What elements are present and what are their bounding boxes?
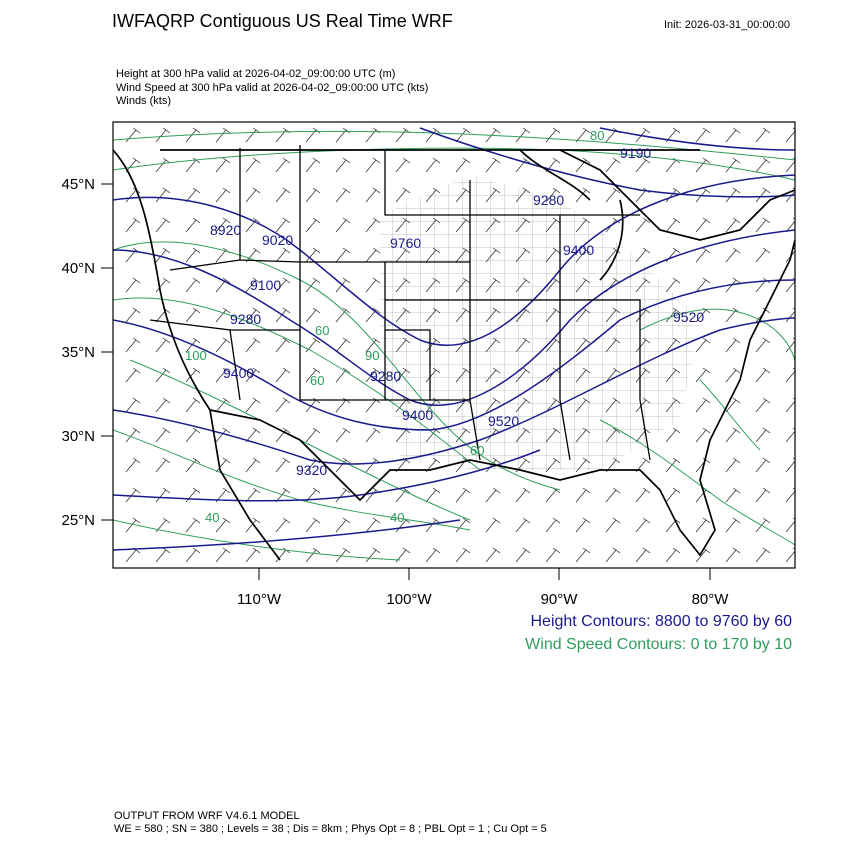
- height-contours-legend: Height Contours: 8800 to 9760 by 60: [530, 613, 792, 630]
- lon-label: 90°W: [541, 591, 579, 608]
- wind-label: 60: [315, 323, 329, 338]
- height-label: 9520: [673, 309, 704, 325]
- height-label: 9280: [533, 192, 564, 208]
- wind-label: 60: [470, 443, 484, 458]
- height-label: 9760: [390, 235, 421, 251]
- height-label: 9280: [230, 311, 261, 327]
- state-boundaries: [149, 145, 651, 461]
- height-label: 9520: [488, 413, 519, 429]
- lon-label: 80°W: [692, 591, 730, 608]
- map-title: IWFAQRP Contiguous US Real Time WRF: [112, 11, 453, 31]
- lat-label: 30°N: [61, 428, 95, 445]
- height-label: 9020: [262, 232, 293, 248]
- height-label: 9190: [620, 145, 651, 161]
- wind-label: 90: [365, 348, 379, 363]
- lat-label: 45°N: [61, 176, 95, 193]
- latitude-labels: 45°N 40°N 35°N 30°N 25°N: [61, 176, 95, 529]
- coastline-borders: [113, 149, 795, 561]
- wind-label: 80: [590, 128, 604, 143]
- wind-label: 40: [390, 510, 404, 525]
- longitude-labels: 110°W 100°W 90°W 80°W: [237, 591, 729, 608]
- height-label: 9280: [370, 368, 401, 384]
- height-label: 8920: [210, 222, 241, 238]
- model-info: OUTPUT FROM WRF V4.6.1 MODEL: [114, 810, 300, 822]
- height-label: 9100: [250, 277, 281, 293]
- county-lines: [380, 175, 700, 470]
- lat-label: 40°N: [61, 260, 95, 277]
- wind-label: 40: [205, 510, 219, 525]
- height-label: 9400: [223, 365, 254, 381]
- wind-label: 60: [310, 373, 324, 388]
- init-time: Init: 2026-03-31_00:00:00: [664, 19, 790, 31]
- height-label: 9400: [402, 407, 433, 423]
- lat-label: 25°N: [61, 512, 95, 529]
- field-height-label: Height at 300 hPa valid at 2026-04-02_09…: [116, 68, 396, 80]
- field-windspeed-label: Wind Speed at 300 hPa valid at 2026-04-0…: [116, 82, 429, 94]
- wind-label: 100: [185, 348, 207, 363]
- field-winds-label: Winds (kts): [116, 95, 171, 107]
- height-contour-labels: 9190 9280 9020 8920 9760 9400 9100 9280 …: [210, 145, 704, 478]
- height-contours: [113, 127, 795, 551]
- model-options: WE = 580 ; SN = 380 ; Levels = 38 ; Dis …: [114, 823, 547, 835]
- map-frame: [112, 121, 796, 569]
- height-label: 9400: [563, 242, 594, 258]
- axis-ticks: [101, 183, 711, 580]
- wind-contours-legend: Wind Speed Contours: 0 to 170 by 10: [525, 636, 792, 653]
- lat-label: 35°N: [61, 344, 95, 361]
- wind-contour-labels: 80 60 90 100 60 60 40 40: [185, 128, 604, 525]
- height-label: 9320: [296, 462, 327, 478]
- lon-label: 100°W: [386, 591, 432, 608]
- lon-label: 110°W: [237, 591, 282, 608]
